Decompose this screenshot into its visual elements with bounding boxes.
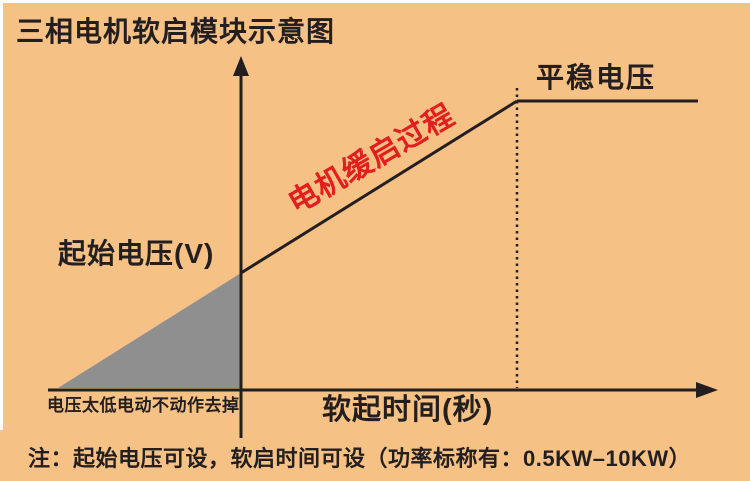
low-voltage-note: 电压太低电动不动作去掉 (47, 396, 240, 415)
x-axis-arrow-right-icon (696, 382, 718, 398)
scan-edge-top (0, 0, 750, 3)
scan-edge-left (0, 0, 3, 430)
low-voltage-triangle (58, 273, 241, 388)
start-voltage-label: 起始电压(V) (58, 238, 215, 269)
ramp-line (240, 99, 518, 275)
page-title: 三相电机软启模块示意图 (16, 16, 336, 47)
x-axis-label: 软起时间(秒) (322, 394, 494, 426)
y-axis-arrow-up-icon (233, 56, 249, 76)
stable-voltage-label: 平稳电压 (536, 62, 657, 93)
footnote: 注：起始电压可设，软启时间可设（功率标称有：0.5KW–10KW） (28, 446, 692, 471)
